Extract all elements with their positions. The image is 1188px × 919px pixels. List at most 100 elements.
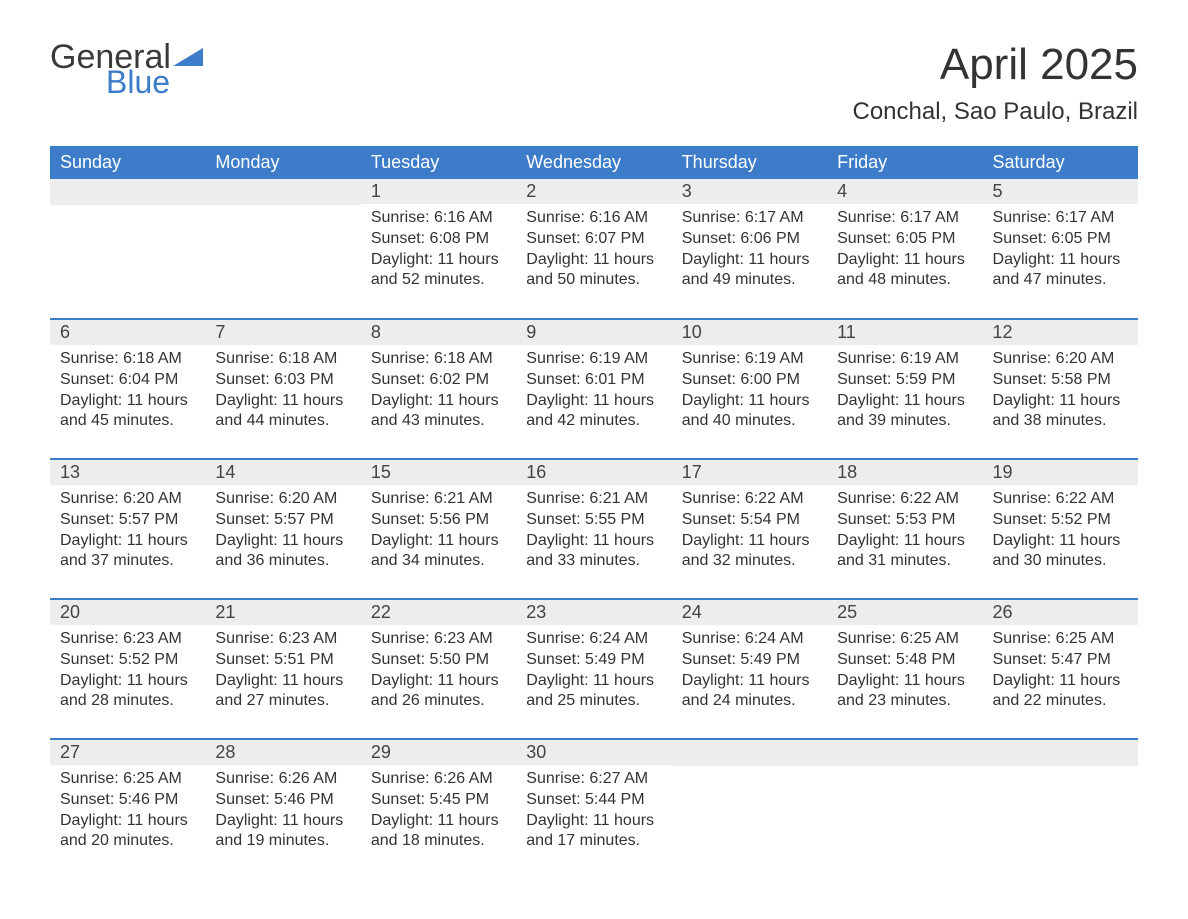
- day-detail-line: Daylight: 11 hours: [371, 250, 506, 271]
- weekday-header: Wednesday: [516, 146, 671, 179]
- day-cell: 12Sunrise: 6:20 AMSunset: 5:58 PMDayligh…: [983, 319, 1138, 459]
- day-number: 5: [983, 179, 1138, 204]
- day-detail-line: and 30 minutes.: [993, 551, 1128, 572]
- day-detail-line: Daylight: 11 hours: [682, 531, 817, 552]
- day-number: 9: [516, 320, 671, 345]
- page-header: General Blue April 2025 Conchal, Sao Pau…: [50, 40, 1138, 126]
- day-detail-line: Sunset: 6:07 PM: [526, 229, 661, 250]
- day-detail-line: Sunrise: 6:25 AM: [60, 769, 195, 790]
- calendar-body: 1Sunrise: 6:16 AMSunset: 6:08 PMDaylight…: [50, 179, 1138, 879]
- day-detail-line: and 31 minutes.: [837, 551, 972, 572]
- day-detail-line: Daylight: 11 hours: [371, 671, 506, 692]
- day-cell: 28Sunrise: 6:26 AMSunset: 5:46 PMDayligh…: [205, 739, 360, 879]
- day-detail-line: Sunrise: 6:22 AM: [993, 489, 1128, 510]
- day-cell: 14Sunrise: 6:20 AMSunset: 5:57 PMDayligh…: [205, 459, 360, 599]
- day-detail-line: Daylight: 11 hours: [837, 531, 972, 552]
- day-detail-line: and 18 minutes.: [371, 831, 506, 852]
- day-detail-line: Sunset: 6:02 PM: [371, 370, 506, 391]
- day-number: 11: [827, 320, 982, 345]
- day-detail-line: and 23 minutes.: [837, 691, 972, 712]
- day-number: 17: [672, 460, 827, 485]
- day-detail-line: Daylight: 11 hours: [682, 671, 817, 692]
- day-cell: 18Sunrise: 6:22 AMSunset: 5:53 PMDayligh…: [827, 459, 982, 599]
- day-cell: 5Sunrise: 6:17 AMSunset: 6:05 PMDaylight…: [983, 179, 1138, 319]
- day-detail-line: Sunset: 5:52 PM: [60, 650, 195, 671]
- day-details: Sunrise: 6:25 AMSunset: 5:47 PMDaylight:…: [983, 625, 1138, 724]
- day-detail-line: Sunset: 5:58 PM: [993, 370, 1128, 391]
- day-detail-line: Daylight: 11 hours: [60, 811, 195, 832]
- day-cell: [205, 179, 360, 319]
- day-detail-line: Daylight: 11 hours: [837, 391, 972, 412]
- day-detail-line: Sunset: 6:03 PM: [215, 370, 350, 391]
- weekday-header: Sunday: [50, 146, 205, 179]
- day-cell: 23Sunrise: 6:24 AMSunset: 5:49 PMDayligh…: [516, 599, 671, 739]
- day-detail-line: Sunrise: 6:25 AM: [837, 629, 972, 650]
- day-number: 20: [50, 600, 205, 625]
- day-detail-line: Sunrise: 6:22 AM: [682, 489, 817, 510]
- day-number: 19: [983, 460, 1138, 485]
- day-detail-line: Daylight: 11 hours: [837, 671, 972, 692]
- day-detail-line: Sunrise: 6:17 AM: [682, 208, 817, 229]
- day-detail-line: and 42 minutes.: [526, 411, 661, 432]
- day-cell: 7Sunrise: 6:18 AMSunset: 6:03 PMDaylight…: [205, 319, 360, 459]
- day-detail-line: Sunrise: 6:17 AM: [993, 208, 1128, 229]
- week-row: 6Sunrise: 6:18 AMSunset: 6:04 PMDaylight…: [50, 319, 1138, 459]
- day-details: Sunrise: 6:23 AMSunset: 5:50 PMDaylight:…: [361, 625, 516, 724]
- day-detail-line: Sunset: 5:59 PM: [837, 370, 972, 391]
- day-number: 13: [50, 460, 205, 485]
- title-block: April 2025 Conchal, Sao Paulo, Brazil: [853, 40, 1139, 126]
- day-detail-line: Daylight: 11 hours: [526, 671, 661, 692]
- day-detail-line: Daylight: 11 hours: [215, 531, 350, 552]
- day-cell: 8Sunrise: 6:18 AMSunset: 6:02 PMDaylight…: [361, 319, 516, 459]
- day-detail-line: Daylight: 11 hours: [60, 531, 195, 552]
- calendar-table: SundayMondayTuesdayWednesdayThursdayFrid…: [50, 146, 1138, 879]
- day-detail-line: Daylight: 11 hours: [526, 531, 661, 552]
- day-cell: 25Sunrise: 6:25 AMSunset: 5:48 PMDayligh…: [827, 599, 982, 739]
- day-detail-line: Daylight: 11 hours: [215, 391, 350, 412]
- day-cell: 17Sunrise: 6:22 AMSunset: 5:54 PMDayligh…: [672, 459, 827, 599]
- day-details: Sunrise: 6:22 AMSunset: 5:54 PMDaylight:…: [672, 485, 827, 584]
- day-details: Sunrise: 6:24 AMSunset: 5:49 PMDaylight:…: [672, 625, 827, 724]
- day-detail-line: Sunset: 5:57 PM: [60, 510, 195, 531]
- weekday-header: Saturday: [983, 146, 1138, 179]
- day-detail-line: Sunset: 5:45 PM: [371, 790, 506, 811]
- day-detail-line: Sunrise: 6:24 AM: [682, 629, 817, 650]
- day-detail-line: and 39 minutes.: [837, 411, 972, 432]
- day-detail-line: and 20 minutes.: [60, 831, 195, 852]
- day-detail-line: Daylight: 11 hours: [371, 811, 506, 832]
- day-detail-line: and 25 minutes.: [526, 691, 661, 712]
- day-number: 30: [516, 740, 671, 765]
- day-cell: 10Sunrise: 6:19 AMSunset: 6:00 PMDayligh…: [672, 319, 827, 459]
- day-detail-line: Sunrise: 6:26 AM: [215, 769, 350, 790]
- weekday-header-row: SundayMondayTuesdayWednesdayThursdayFrid…: [50, 146, 1138, 179]
- day-details: Sunrise: 6:17 AMSunset: 6:05 PMDaylight:…: [827, 204, 982, 303]
- day-detail-line: Sunrise: 6:23 AM: [371, 629, 506, 650]
- day-detail-line: Daylight: 11 hours: [993, 391, 1128, 412]
- day-detail-line: and 45 minutes.: [60, 411, 195, 432]
- day-detail-line: Sunset: 5:44 PM: [526, 790, 661, 811]
- day-number-empty: [50, 179, 205, 205]
- day-detail-line: Daylight: 11 hours: [993, 531, 1128, 552]
- day-cell: 24Sunrise: 6:24 AMSunset: 5:49 PMDayligh…: [672, 599, 827, 739]
- day-detail-line: Sunrise: 6:21 AM: [526, 489, 661, 510]
- day-detail-line: Sunset: 6:00 PM: [682, 370, 817, 391]
- day-details: Sunrise: 6:16 AMSunset: 6:07 PMDaylight:…: [516, 204, 671, 303]
- day-detail-line: Daylight: 11 hours: [371, 531, 506, 552]
- day-detail-line: Sunset: 6:08 PM: [371, 229, 506, 250]
- day-details: Sunrise: 6:18 AMSunset: 6:02 PMDaylight:…: [361, 345, 516, 444]
- day-detail-line: and 27 minutes.: [215, 691, 350, 712]
- day-detail-line: and 26 minutes.: [371, 691, 506, 712]
- day-detail-line: and 22 minutes.: [993, 691, 1128, 712]
- day-detail-line: and 34 minutes.: [371, 551, 506, 572]
- day-detail-line: Sunset: 5:50 PM: [371, 650, 506, 671]
- day-detail-line: Sunset: 5:46 PM: [215, 790, 350, 811]
- day-detail-line: Sunrise: 6:24 AM: [526, 629, 661, 650]
- day-number: 8: [361, 320, 516, 345]
- day-cell: [50, 179, 205, 319]
- day-detail-line: Sunset: 6:05 PM: [837, 229, 972, 250]
- day-details: Sunrise: 6:20 AMSunset: 5:57 PMDaylight:…: [205, 485, 360, 584]
- month-title: April 2025: [853, 40, 1139, 90]
- day-detail-line: Sunrise: 6:26 AM: [371, 769, 506, 790]
- day-detail-line: Sunset: 5:54 PM: [682, 510, 817, 531]
- day-detail-line: and 40 minutes.: [682, 411, 817, 432]
